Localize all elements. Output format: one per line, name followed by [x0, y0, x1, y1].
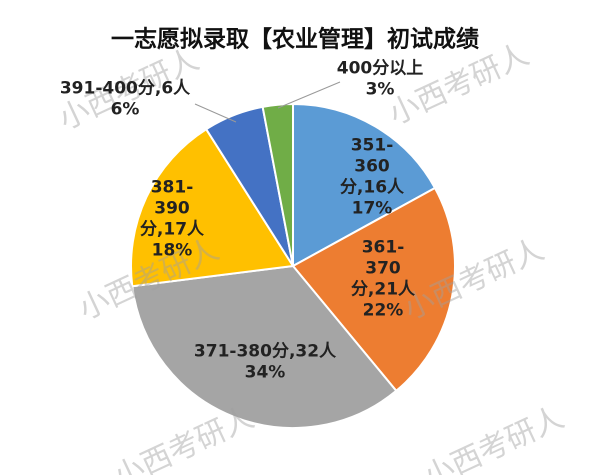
- percent-label: 6%: [110, 99, 140, 119]
- chart-title: 一志愿拟录取【农业管理】初试成绩: [111, 26, 479, 53]
- slice-label: 351-360分,16人: [339, 135, 405, 198]
- percent-label: 18%: [151, 240, 193, 260]
- slice-label: 400分以上: [336, 58, 424, 79]
- percent-label: 34%: [244, 362, 286, 382]
- pie-slice: [130, 127, 295, 288]
- percent-label: 22%: [362, 300, 404, 320]
- watermark: 小西考研人: [109, 400, 260, 475]
- pie-slice: [291, 186, 456, 393]
- leader-line: [194, 103, 237, 123]
- slice-label: 361-370分,21人: [350, 237, 416, 300]
- pie-slice: [131, 264, 398, 429]
- percent-label: 17%: [351, 198, 393, 218]
- leader-line: [277, 81, 341, 109]
- pie: [130, 102, 456, 429]
- pie-slice: [261, 102, 294, 267]
- slice-label: 391-400分,6人: [59, 78, 191, 99]
- slice-label: 381-390分,17人: [139, 177, 205, 240]
- slice-label: 371-380分,32人: [193, 341, 337, 362]
- percent-label: 3%: [365, 79, 395, 99]
- pie-slice: [292, 102, 437, 268]
- watermark: 小西考研人: [419, 400, 570, 475]
